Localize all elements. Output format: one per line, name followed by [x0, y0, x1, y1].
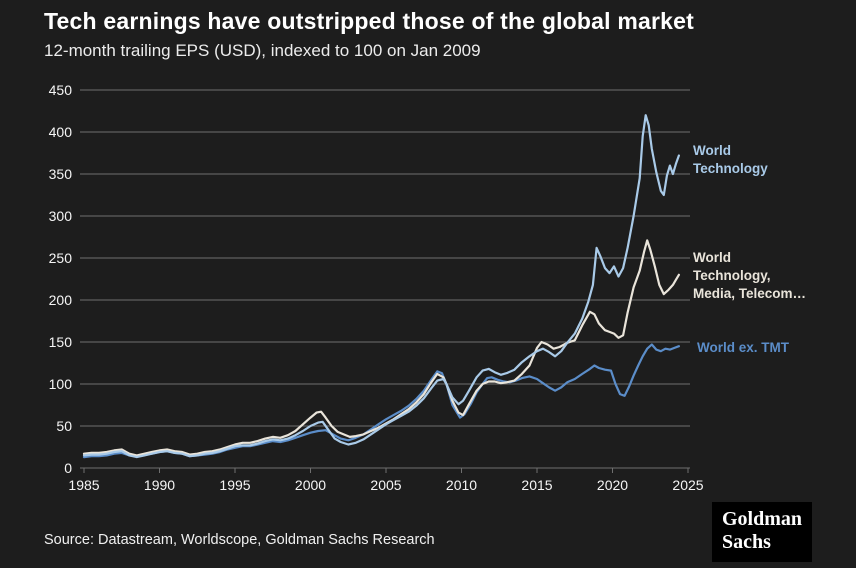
series-line-0 [82, 343, 681, 459]
x-tick-label: 2010 [446, 477, 477, 493]
series-line-1 [82, 239, 681, 457]
x-tick-label: 1990 [144, 477, 175, 493]
x-tick-label: 1995 [219, 477, 250, 493]
x-tick-label: 2005 [370, 477, 401, 493]
logo-line-1: Goldman [721, 508, 802, 530]
y-tick-label: 350 [49, 166, 73, 182]
y-tick-label: 0 [64, 460, 72, 476]
series-line-2 [82, 114, 681, 459]
y-tick-label: 250 [49, 250, 73, 266]
series-label-text: World ex. TMT [694, 340, 793, 356]
x-tick-label: 2025 [672, 477, 703, 493]
goldman-sachs-logo: Goldman Sachs [711, 502, 812, 562]
y-tick-label: 50 [56, 418, 72, 434]
page-title: Tech earnings have outstripped those of … [44, 8, 694, 34]
x-tick-label: 2020 [597, 477, 628, 493]
series-label-world-ex-tmt: World ex. TMT [694, 339, 793, 357]
y-tick-label: 100 [49, 376, 73, 392]
series-label-text: World Technology [690, 143, 771, 177]
series-label-world-technology: World Technology [690, 142, 771, 178]
y-tick-label: 400 [49, 124, 73, 140]
y-tick-label: 450 [49, 82, 73, 98]
y-tick-label: 200 [49, 292, 73, 308]
logo-line-2: Sachs [721, 531, 771, 553]
source-note: Source: Datastream, Worldscope, Goldman … [44, 532, 435, 548]
page-subtitle: 12-month trailing EPS (USD), indexed to … [44, 41, 481, 60]
x-tick-label: 1985 [68, 477, 99, 493]
y-tick-label: 150 [49, 334, 73, 350]
x-tick-label: 2015 [521, 477, 552, 493]
x-tick-label: 2000 [295, 477, 326, 493]
y-tick-label: 300 [49, 208, 73, 224]
series-label-text: World Technology, Media, Telecom… [690, 250, 810, 302]
series-label-world-tmt: World Technology, Media, Telecom… [690, 249, 810, 302]
